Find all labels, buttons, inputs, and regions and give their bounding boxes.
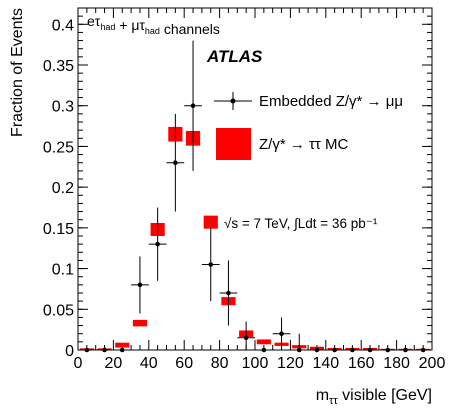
y-tick-label: 0	[65, 343, 74, 360]
data-point	[367, 347, 373, 353]
data-point	[137, 282, 143, 288]
y-tick-label: 0.25	[43, 139, 74, 156]
axis-ticks: 0 20 40 60 80 100 120 140 160 180 200 0 0.05 0.1 0.15 0…	[43, 8, 446, 372]
data-point	[84, 347, 90, 353]
y-tick-label: 0.4	[52, 17, 74, 34]
x-tick-label: 120	[277, 355, 304, 372]
data-point	[279, 331, 284, 337]
data-point	[350, 347, 355, 353]
legend-embedded-label: Embedded Z/γ* → μμ	[259, 93, 403, 110]
y-tick-label: 0.3	[52, 99, 74, 116]
x-tick-label: 20	[105, 355, 123, 372]
data-point	[261, 347, 267, 353]
data-point	[173, 160, 178, 166]
x-axis-label: mττ visible [GeV]	[316, 387, 432, 407]
mc-box	[132, 319, 148, 327]
data-point	[226, 290, 231, 296]
legend: Embedded Z/γ* → μμ Z/γ* → ττ MC	[214, 92, 403, 160]
y-tick-label: 0.35	[43, 58, 74, 75]
x-tick-label: 200	[419, 355, 446, 372]
mc-box	[203, 215, 218, 229]
data-point	[296, 347, 302, 353]
legend-mc-marker	[216, 128, 251, 160]
data-point	[420, 347, 426, 353]
x-tick-label: 0	[74, 355, 83, 372]
data-point	[155, 241, 160, 247]
data-point	[102, 347, 107, 353]
data-point	[314, 347, 320, 353]
data-point	[243, 335, 249, 341]
embedded-series	[78, 40, 432, 353]
x-tick-label: 140	[312, 355, 339, 372]
x-tick-label: 100	[242, 355, 269, 372]
y-tick-label: 0.2	[52, 180, 74, 197]
energy-label: √s = 7 TeV, ∫Ldt = 36 pb⁻¹	[224, 216, 378, 231]
legend-embedded-marker	[230, 98, 236, 104]
x-tick-label: 40	[140, 355, 158, 372]
data-point	[385, 347, 391, 353]
data-point	[190, 103, 196, 109]
experiment-label: ATLAS	[206, 47, 263, 66]
y-tick-label: 0.05	[43, 302, 74, 319]
data-point	[332, 347, 337, 353]
y-tick-label: 0.1	[52, 262, 74, 279]
x-tick-label: 60	[175, 355, 193, 372]
x-tick-label: 160	[348, 355, 375, 372]
legend-mc-label: Z/γ* → ττ MC	[259, 136, 349, 153]
y-axis-label: Fraction of Events	[9, 8, 26, 137]
x-tick-label: 80	[211, 355, 229, 372]
data-point	[208, 262, 214, 267]
data-point	[119, 347, 125, 353]
y-tick-label: 0.15	[43, 221, 74, 238]
data-point	[403, 347, 408, 353]
mc-box	[115, 342, 130, 348]
mc-box	[256, 339, 271, 345]
channel-label: eτhad + μτhad channels	[87, 13, 220, 37]
x-tick-label: 180	[383, 355, 410, 372]
